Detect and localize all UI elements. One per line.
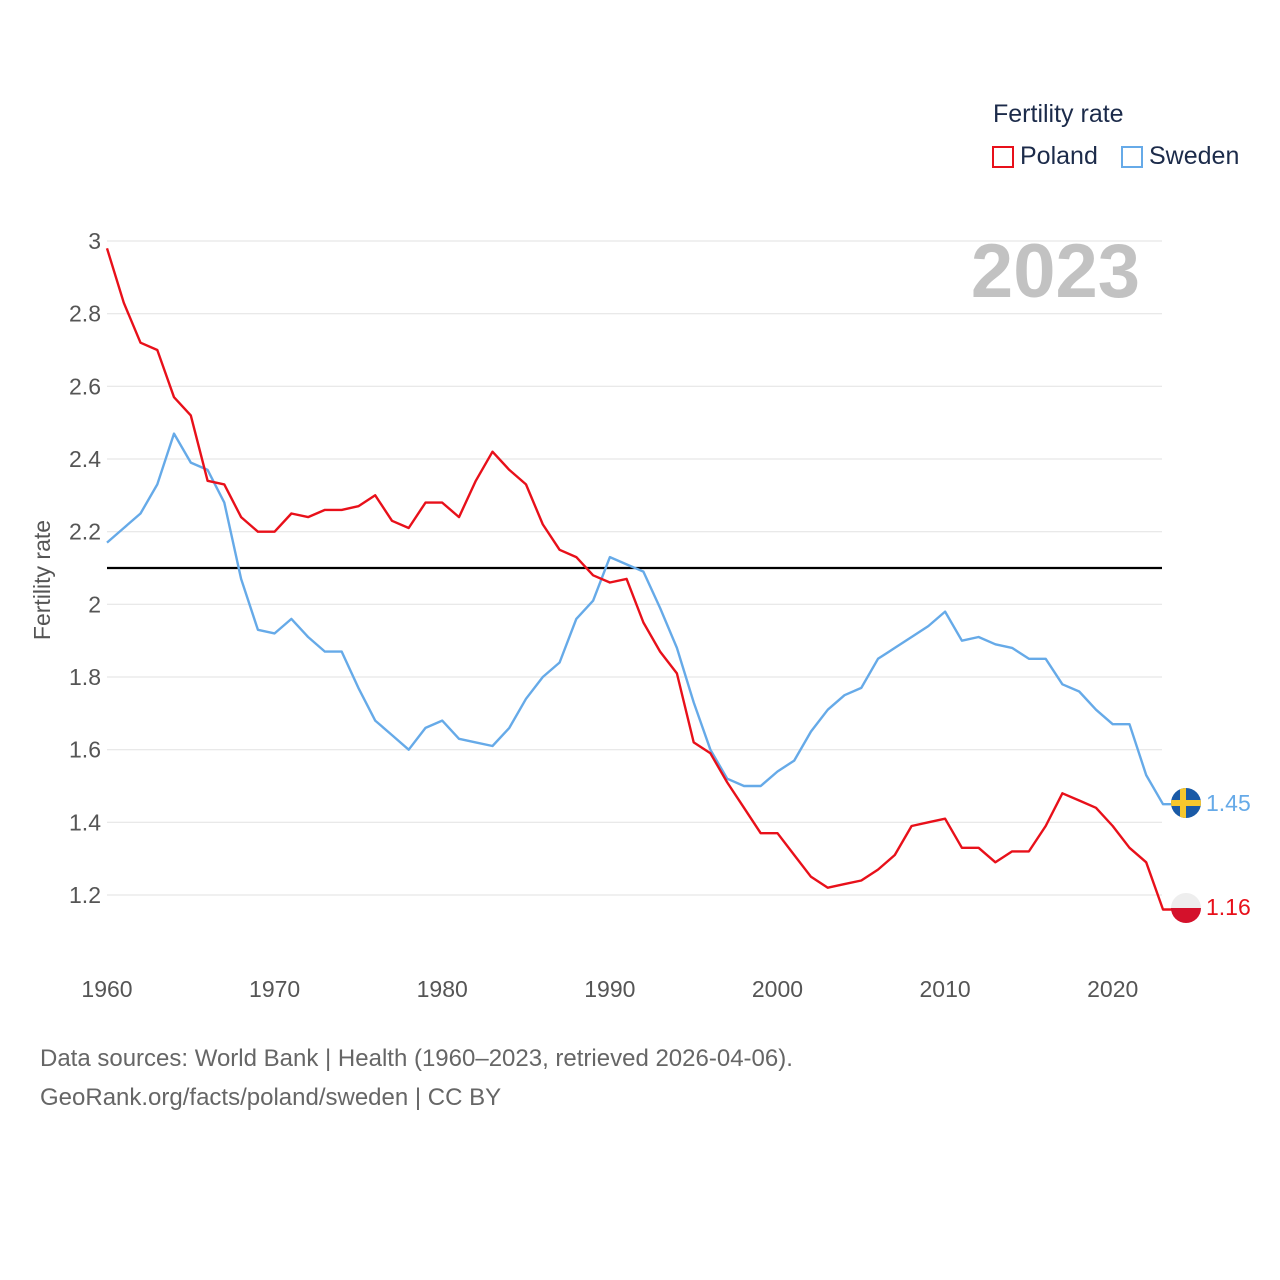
y-axis-label: Fertility rate	[29, 520, 55, 640]
x-tick-label: 2010	[920, 976, 971, 1002]
poland-flag-icon	[1171, 893, 1201, 923]
footer-sources: Data sources: World Bank | Health (1960–…	[40, 1045, 793, 1072]
year-watermark: 2023	[970, 229, 1140, 314]
footer-link[interactable]: GeoRank.org/facts/poland/sweden | CC BY	[40, 1084, 502, 1111]
y-tick-label: 1.6	[69, 737, 101, 763]
sweden-flag-icon	[1171, 788, 1201, 818]
x-tick-label: 1990	[584, 976, 635, 1002]
series-line-sweden	[106, 432, 1172, 806]
x-axis-ticks: 1960 1970 1980 1990 2000 2010 2020	[81, 976, 1138, 1002]
poland-end-label: 1.16	[1206, 894, 1251, 920]
y-tick-label: 1.4	[69, 809, 101, 835]
legend-item-sweden[interactable]: Sweden	[1121, 142, 1239, 171]
y-tick-label: 2.8	[69, 301, 101, 327]
y-tick-label: 3	[88, 228, 101, 254]
y-axis-ticks: 1.2 1.4 1.6 1.8 2 2.2 2.4 2.6 2.8 3	[69, 228, 101, 908]
legend-swatch-poland	[992, 145, 1014, 168]
y-tick-label: 2	[88, 591, 101, 617]
grid-lines	[107, 240, 1162, 896]
legend-label-poland: Poland	[1020, 142, 1098, 170]
x-tick-label: 2020	[1087, 976, 1138, 1002]
x-tick-label: 1960	[81, 976, 132, 1002]
series-lines	[105, 247, 1172, 911]
x-tick-label: 1980	[417, 976, 468, 1002]
series-line-poland	[105, 247, 1172, 911]
legend-title: Fertility rate	[993, 100, 1124, 128]
x-tick-label: 1970	[249, 976, 300, 1002]
legend-swatch-sweden	[1121, 145, 1143, 168]
y-tick-label: 2.6	[69, 373, 101, 399]
y-tick-label: 1.8	[69, 664, 101, 690]
legend-item-poland[interactable]: Poland	[992, 142, 1098, 171]
y-tick-label: 2.2	[69, 519, 101, 545]
end-markers: 1.45 1.16	[1171, 788, 1251, 923]
y-tick-label: 2.4	[69, 446, 101, 472]
legend-label-sweden: Sweden	[1149, 142, 1240, 170]
x-tick-label: 2000	[752, 976, 803, 1002]
sweden-end-label: 1.45	[1206, 790, 1251, 816]
y-tick-label: 1.2	[69, 882, 101, 908]
